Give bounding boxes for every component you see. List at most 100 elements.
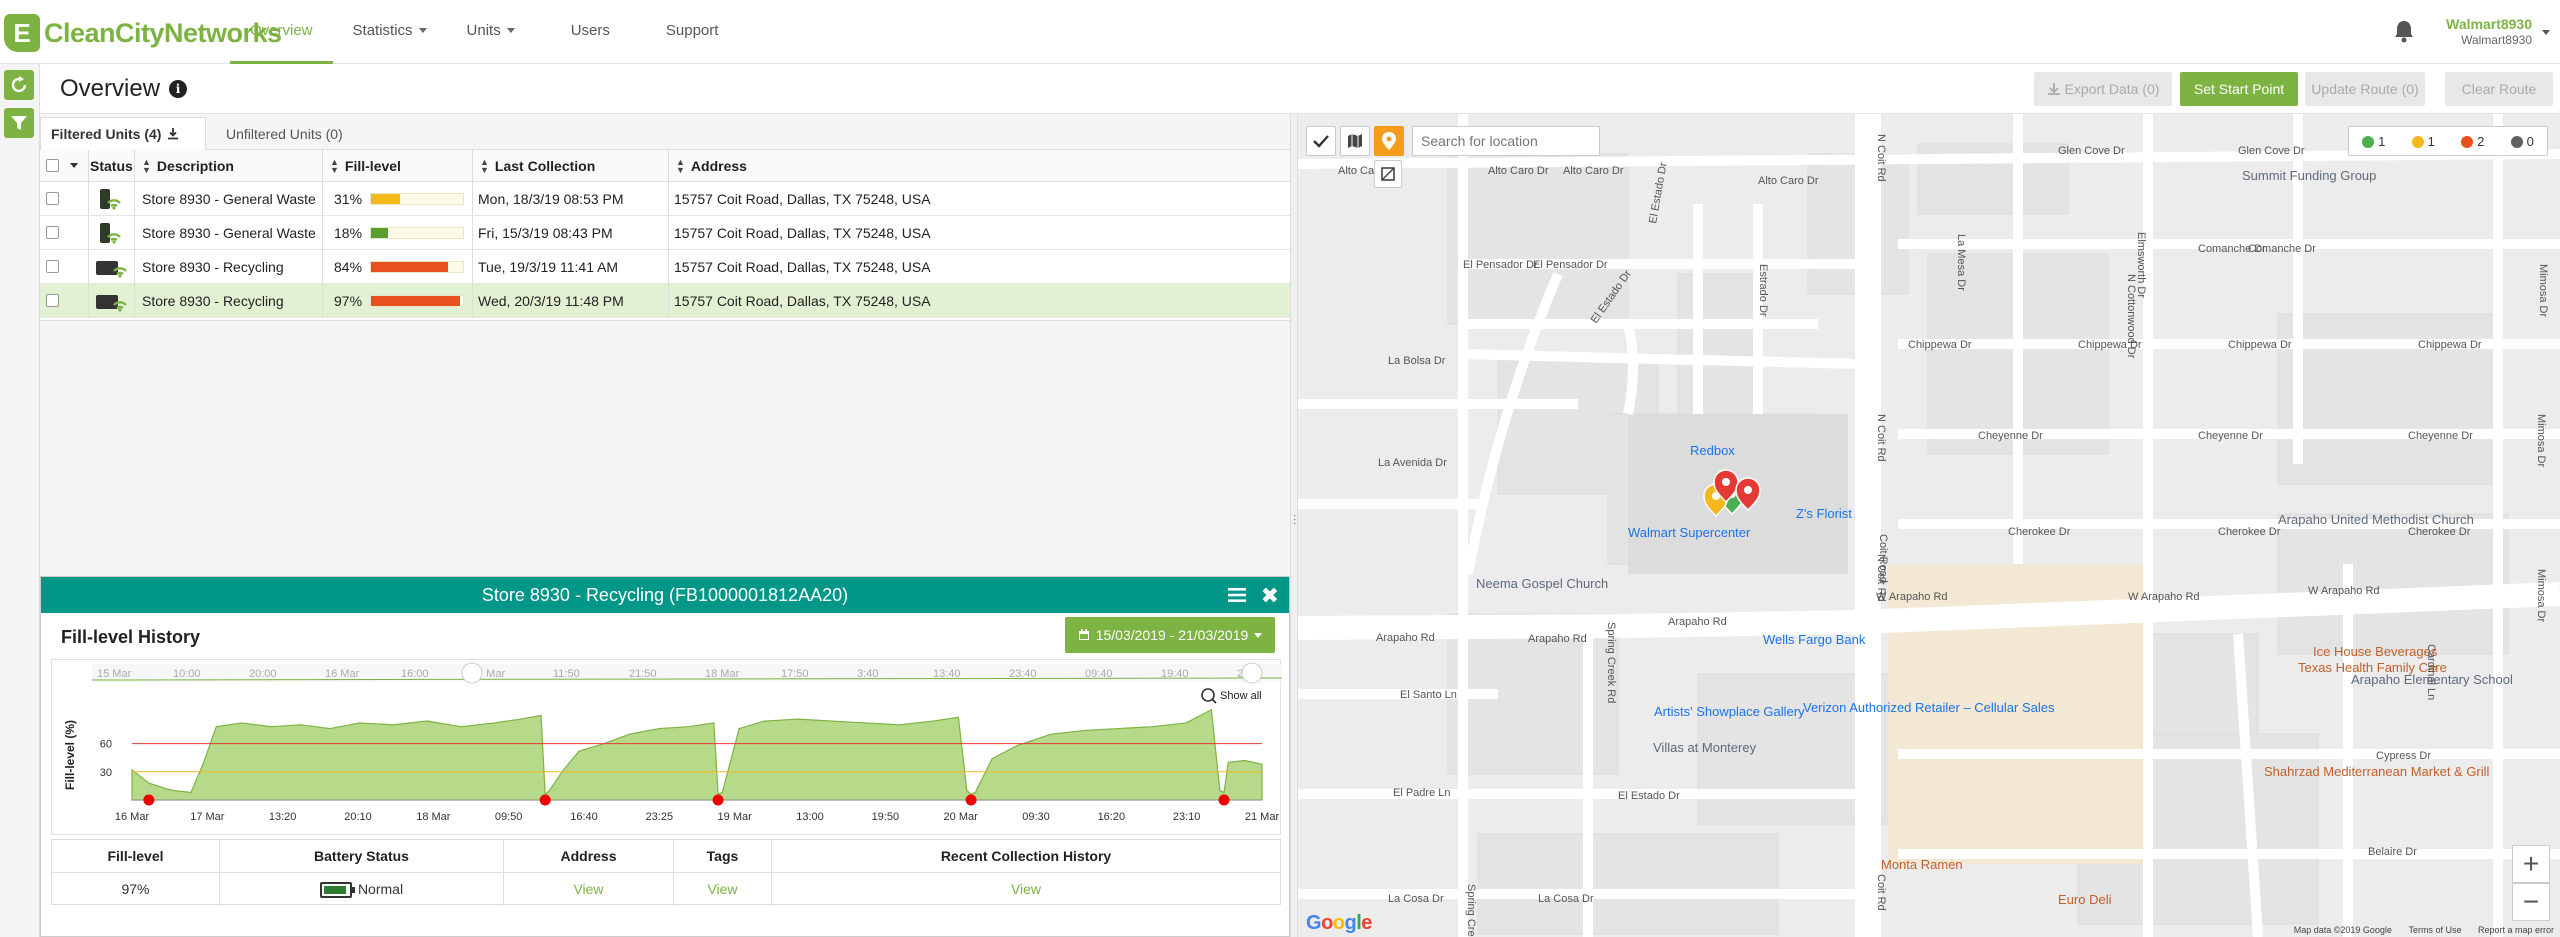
summary-header: Recent Collection History xyxy=(772,840,1280,873)
row-checkbox[interactable] xyxy=(46,216,59,249)
map-label: Chippewa Dr xyxy=(1908,339,1972,351)
map-label: Coit Road xyxy=(1877,534,1889,583)
zoom-in-button[interactable]: + xyxy=(2512,845,2550,883)
nav-users[interactable]: Users xyxy=(535,0,646,64)
drag-handle-icon: · · · xyxy=(1293,510,1297,529)
update-route-button[interactable]: Update Route (0) xyxy=(2305,72,2425,106)
col-status[interactable]: Status xyxy=(90,150,133,181)
bell-icon[interactable] xyxy=(2393,19,2415,43)
location-pin-tool[interactable] xyxy=(1374,126,1404,156)
report-error-link[interactable]: Report a map error xyxy=(2477,925,2554,935)
tab-filtered-units[interactable]: Filtered Units (4) xyxy=(40,117,206,150)
col-fill-level[interactable]: ▲ ▼ Fill-level xyxy=(330,150,401,181)
map-label: Shahrzad Mediterranean Market & Grill xyxy=(2264,764,2490,779)
legend-green: 1 xyxy=(2362,134,2385,149)
col-address[interactable]: ▲ ▼ Address xyxy=(676,150,747,181)
row-checkbox[interactable] xyxy=(46,250,59,283)
clear-route-button[interactable]: Clear Route xyxy=(2445,72,2553,106)
check-tool[interactable] xyxy=(1306,126,1336,156)
location-search-input[interactable] xyxy=(1412,126,1600,156)
legend-dot xyxy=(2362,136,2375,149)
row-address: 15757 Coit Road, Dallas, TX 75248, USA xyxy=(674,224,931,241)
sort-icon[interactable] xyxy=(70,150,78,181)
x-tick-label: 16 Mar xyxy=(115,811,150,823)
summary-collection-history: Recent Collection History View xyxy=(772,840,1280,906)
col-last-collection[interactable]: ▲ ▼ Last Collection xyxy=(480,150,595,181)
map-label: Cherokee Dr xyxy=(2408,526,2471,538)
table-row[interactable]: Store 8930 - General Waste 31% Mon, 18/3/1… xyxy=(40,182,1290,216)
table-row[interactable]: Store 8930 - Recycling 97% Wed, 20/3/19 11… xyxy=(40,284,1290,318)
row-address: 15757 Coit Road, Dallas, TX 75248, USA xyxy=(674,190,931,207)
collection-history-view-link[interactable]: View xyxy=(1010,881,1042,897)
map-label: Cardinal Ln xyxy=(2425,644,2437,700)
navigator-tick-label: 18 Mar xyxy=(705,668,740,680)
chevron-down-icon[interactable] xyxy=(2542,30,2550,35)
map-label: Euro Deli xyxy=(2058,892,2112,907)
download-icon[interactable] xyxy=(167,128,179,140)
map-label: La Cosa Dr xyxy=(1538,893,1594,905)
table-row[interactable]: Store 8930 - Recycling 84% Tue, 19/3/19 11… xyxy=(40,250,1290,284)
close-icon[interactable]: ✖ xyxy=(1260,583,1279,608)
map-label: N Coit Rd xyxy=(1875,554,1887,602)
row-fill-level: 84% xyxy=(334,250,465,283)
row-fill-level: 31% xyxy=(334,182,465,215)
zoom-out-button[interactable]: − xyxy=(2512,883,2550,921)
map[interactable]: Alto Caro Dr Alto Caro Dr Alto Caro Dr Glen… xyxy=(1298,114,2560,937)
col-label: Status xyxy=(90,157,133,174)
collection-marker xyxy=(1218,794,1230,806)
set-start-point-button[interactable]: Set Start Point xyxy=(2180,72,2298,106)
navigator-tick-label: 13:40 xyxy=(933,668,961,680)
legend-red: 2 xyxy=(2461,134,2484,149)
tab-label: Filtered Units (4) xyxy=(51,126,162,142)
map-label: Cheyenne Dr xyxy=(1978,430,2043,442)
show-all-button[interactable]: Show all xyxy=(1220,690,1262,702)
chart-svg: 15 Mar 10:00 20:00 16 Mar 16:00 7 Mar 11:50 21:… xyxy=(63,662,1283,823)
nav-label: Units xyxy=(466,22,501,39)
x-tick-label: 23:10 xyxy=(1173,811,1201,823)
filter-icon[interactable] xyxy=(4,108,34,138)
info-icon[interactable]: i xyxy=(169,80,187,98)
nav-overview[interactable]: Overview xyxy=(230,0,333,64)
address-view-link[interactable]: View xyxy=(573,881,604,897)
collection-marker xyxy=(539,794,551,806)
row-checkbox[interactable] xyxy=(46,284,59,317)
brand-logo[interactable]: E CleanCityNetworks xyxy=(4,13,282,53)
tags-view-link[interactable]: View xyxy=(707,881,738,897)
x-tick-label: 17 Mar xyxy=(190,811,225,823)
panel-splitter[interactable]: · · · xyxy=(1290,114,1298,937)
select-area-icon xyxy=(1381,167,1395,181)
pin-icon xyxy=(1382,132,1396,150)
refresh-icon[interactable] xyxy=(4,70,34,100)
map-label: Arapaho Rd xyxy=(1668,616,1727,628)
map-label: Chippewa Dr xyxy=(2228,339,2292,351)
export-data-button[interactable]: Export Data (0) xyxy=(2034,72,2172,106)
x-tick-label: 19 Mar xyxy=(718,811,753,823)
map-label: El Pensador Dr xyxy=(1533,259,1608,271)
map-label: La Bolsa Dr xyxy=(1388,355,1446,367)
map-label: Mimosa Dr xyxy=(2535,414,2547,468)
col-description[interactable]: ▲ ▼ Description xyxy=(142,150,234,181)
menu-icon[interactable] xyxy=(1227,586,1247,604)
user-menu[interactable]: Walmart8930 Walmart8930 xyxy=(2446,16,2532,47)
select-area-tool[interactable] xyxy=(1374,160,1402,188)
fill-level-bar xyxy=(370,226,465,239)
map-label: Z's Florist xyxy=(1796,506,1852,521)
table-row[interactable]: Store 8930 - General Waste 18% Fri, 15/3/1… xyxy=(40,216,1290,250)
summary-address: Address View xyxy=(504,840,674,906)
map-label: Neema Gospel Church xyxy=(1476,576,1608,591)
units-panel: Filtered Units (4) Unfiltered Units (0) … xyxy=(40,114,1290,937)
map-label: Arapaho United Methodist Church xyxy=(2278,512,2474,527)
nav-units[interactable]: Units xyxy=(447,0,535,64)
map-label: Cypress Dr xyxy=(2376,750,2431,762)
tab-unfiltered-units[interactable]: Unfiltered Units (0) xyxy=(216,117,353,150)
date-range-picker[interactable]: 15/03/2019 - 21/03/2019 xyxy=(1065,617,1275,653)
x-tick-label: 21 Mar xyxy=(1245,811,1280,823)
terms-link[interactable]: Terms of Use xyxy=(2408,925,2462,935)
nav-statistics[interactable]: Statistics xyxy=(333,0,447,64)
row-checkbox[interactable] xyxy=(46,182,59,215)
map-canvas[interactable]: Alto Caro Dr Alto Caro Dr Alto Caro Dr Glen… xyxy=(1298,114,2560,937)
select-all-checkbox[interactable] xyxy=(46,150,59,181)
map-view-tool[interactable] xyxy=(1340,126,1370,156)
legend-yellow: 1 xyxy=(2411,134,2435,149)
nav-support[interactable]: Support xyxy=(646,0,739,64)
